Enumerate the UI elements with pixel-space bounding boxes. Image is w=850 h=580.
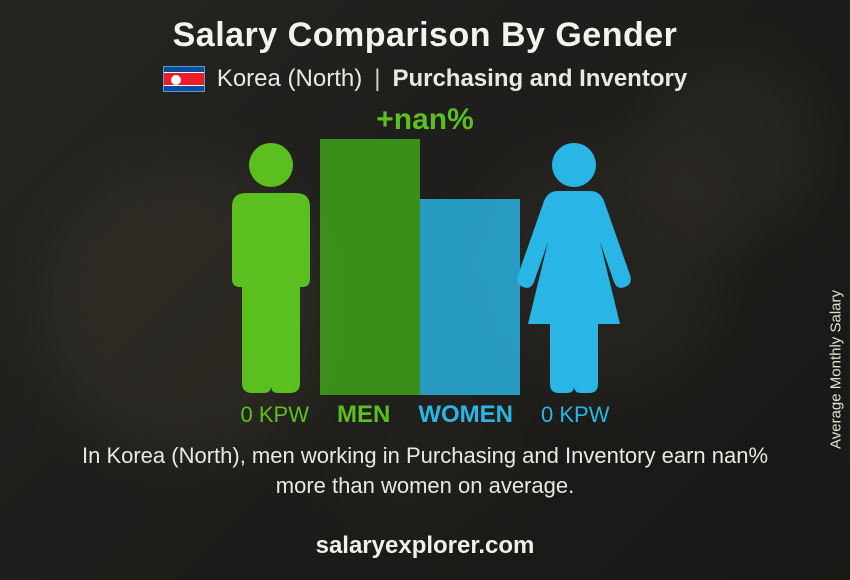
women-value: 0 KPW [541,402,609,428]
delta-label: +nan% [376,103,474,137]
chart-area: +nan% 0 KPW MEN [0,109,850,439]
women-label: WOMEN [418,401,513,429]
subtitle: Korea (North) | Purchasing and Inventory [0,65,850,93]
bar-women [420,199,520,395]
country-label: Korea (North) [217,65,362,93]
infographic-root: Salary Comparison By Gender Korea (North… [0,0,850,580]
men-value: 0 KPW [241,402,309,428]
men-label: MEN [337,401,390,429]
footer-text: In Korea (North), men working in Purchas… [0,441,850,500]
sector-label: Purchasing and Inventory [392,65,687,93]
separator: | [374,65,380,93]
flag-icon [163,66,205,92]
site-credit: salaryexplorer.com [0,532,850,560]
man-icon [216,139,326,395]
bar-men [320,139,420,395]
labels-row: 0 KPW MEN WOMEN 0 KPW [241,401,610,429]
woman-icon [514,139,634,395]
axis-label: Average Monthly Salary [828,290,845,449]
figures-row [216,139,634,395]
page-title: Salary Comparison By Gender [0,0,850,55]
